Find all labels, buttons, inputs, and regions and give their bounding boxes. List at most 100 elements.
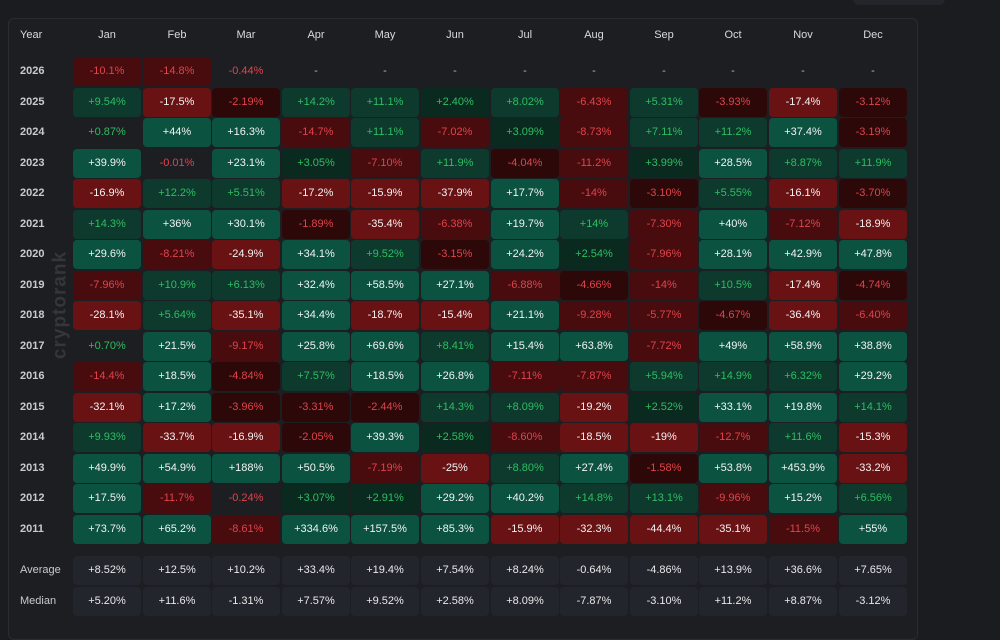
- return-cell[interactable]: +29.2%: [421, 484, 489, 513]
- return-cell[interactable]: +3.07%: [282, 484, 350, 513]
- return-cell[interactable]: -9.28%: [560, 301, 628, 330]
- return-cell[interactable]: -18.5%: [560, 423, 628, 452]
- return-cell[interactable]: -16.9%: [73, 179, 141, 208]
- return-cell[interactable]: +17.2%: [143, 393, 211, 422]
- return-cell[interactable]: +5.94%: [630, 362, 698, 391]
- return-cell[interactable]: +14.3%: [421, 393, 489, 422]
- return-cell[interactable]: +8.09%: [491, 393, 559, 422]
- return-cell[interactable]: +8.02%: [491, 88, 559, 117]
- return-cell[interactable]: +6.56%: [839, 484, 907, 513]
- return-cell[interactable]: -3.96%: [212, 393, 280, 422]
- return-cell[interactable]: +8.41%: [421, 332, 489, 361]
- return-cell[interactable]: -2.05%: [282, 423, 350, 452]
- return-cell[interactable]: -18.7%: [351, 301, 419, 330]
- return-cell[interactable]: -37.9%: [421, 179, 489, 208]
- return-cell[interactable]: -7.19%: [351, 454, 419, 483]
- return-cell[interactable]: +2.52%: [630, 393, 698, 422]
- return-cell[interactable]: -12.7%: [699, 423, 767, 452]
- return-cell[interactable]: -6.40%: [839, 301, 907, 330]
- return-cell[interactable]: -4.66%: [560, 271, 628, 300]
- return-cell[interactable]: -1.89%: [282, 210, 350, 239]
- return-cell[interactable]: +21.5%: [143, 332, 211, 361]
- return-cell[interactable]: +2.54%: [560, 240, 628, 269]
- return-cell[interactable]: +2.91%: [351, 484, 419, 513]
- return-cell[interactable]: +26.8%: [421, 362, 489, 391]
- return-cell[interactable]: -8.60%: [491, 423, 559, 452]
- return-cell[interactable]: -33.2%: [839, 454, 907, 483]
- return-cell[interactable]: +453.9%: [769, 454, 837, 483]
- return-cell[interactable]: +42.9%: [769, 240, 837, 269]
- return-cell[interactable]: -0.24%: [228, 492, 264, 504]
- return-cell[interactable]: +3.99%: [630, 149, 698, 178]
- return-cell[interactable]: +85.3%: [421, 515, 489, 544]
- return-cell[interactable]: -2.44%: [351, 393, 419, 422]
- return-cell[interactable]: -7.87%: [560, 362, 628, 391]
- return-cell[interactable]: +3.09%: [491, 118, 559, 147]
- return-cell[interactable]: +73.7%: [73, 515, 141, 544]
- return-cell[interactable]: -18.9%: [839, 210, 907, 239]
- return-cell[interactable]: +55%: [839, 515, 907, 544]
- return-cell[interactable]: +15.2%: [769, 484, 837, 513]
- return-cell[interactable]: +6.13%: [212, 271, 280, 300]
- return-cell[interactable]: -4.67%: [699, 301, 767, 330]
- return-cell[interactable]: +6.32%: [769, 362, 837, 391]
- return-cell[interactable]: +5.51%: [212, 179, 280, 208]
- return-cell[interactable]: +34.1%: [282, 240, 350, 269]
- return-cell[interactable]: +34.4%: [282, 301, 350, 330]
- return-cell[interactable]: +5.31%: [630, 88, 698, 117]
- return-cell[interactable]: +0.87%: [88, 126, 126, 138]
- return-cell[interactable]: -11.5%: [769, 515, 837, 544]
- return-cell[interactable]: +8.87%: [769, 149, 837, 178]
- return-cell[interactable]: +39.9%: [73, 149, 141, 178]
- return-cell[interactable]: +38.8%: [839, 332, 907, 361]
- return-cell[interactable]: +9.93%: [73, 423, 141, 452]
- return-cell[interactable]: -7.96%: [630, 240, 698, 269]
- return-cell[interactable]: +11.1%: [351, 118, 419, 147]
- return-cell[interactable]: +19.7%: [491, 210, 559, 239]
- return-cell[interactable]: +36%: [143, 210, 211, 239]
- return-cell[interactable]: -7.11%: [491, 362, 559, 391]
- return-cell[interactable]: +11.9%: [421, 149, 489, 178]
- return-cell[interactable]: -32.3%: [560, 515, 628, 544]
- return-cell[interactable]: +63.8%: [560, 332, 628, 361]
- return-cell[interactable]: -17.4%: [769, 88, 837, 117]
- return-cell[interactable]: -15.9%: [351, 179, 419, 208]
- return-cell[interactable]: +25.8%: [282, 332, 350, 361]
- return-cell[interactable]: +29.2%: [839, 362, 907, 391]
- return-cell[interactable]: -: [453, 65, 457, 77]
- return-cell[interactable]: +18.5%: [351, 362, 419, 391]
- return-cell[interactable]: -: [383, 65, 387, 77]
- return-cell[interactable]: +8.80%: [491, 454, 559, 483]
- return-cell[interactable]: +17.5%: [73, 484, 141, 513]
- return-cell[interactable]: -8.61%: [212, 515, 280, 544]
- return-cell[interactable]: -35.1%: [212, 301, 280, 330]
- return-cell[interactable]: +50.5%: [282, 454, 350, 483]
- return-cell[interactable]: +11.9%: [839, 149, 907, 178]
- return-cell[interactable]: -7.30%: [630, 210, 698, 239]
- return-cell[interactable]: +28.1%: [699, 240, 767, 269]
- return-cell[interactable]: +40.2%: [491, 484, 559, 513]
- return-cell[interactable]: -14.7%: [282, 118, 350, 147]
- return-cell[interactable]: +53.8%: [699, 454, 767, 483]
- return-cell[interactable]: +14.9%: [699, 362, 767, 391]
- return-cell[interactable]: +32.4%: [282, 271, 350, 300]
- return-cell[interactable]: -5.77%: [630, 301, 698, 330]
- return-cell[interactable]: -14%: [560, 179, 628, 208]
- return-cell[interactable]: -3.19%: [839, 118, 907, 147]
- return-cell[interactable]: +37.4%: [769, 118, 837, 147]
- return-cell[interactable]: +58.9%: [769, 332, 837, 361]
- return-cell[interactable]: +54.9%: [143, 454, 211, 483]
- return-cell[interactable]: -19.2%: [560, 393, 628, 422]
- return-cell[interactable]: +14.2%: [282, 88, 350, 117]
- return-cell[interactable]: -2.19%: [212, 88, 280, 117]
- return-cell[interactable]: +5.55%: [699, 179, 767, 208]
- return-cell[interactable]: +11.1%: [351, 88, 419, 117]
- return-cell[interactable]: +69.6%: [351, 332, 419, 361]
- return-cell[interactable]: +12.2%: [143, 179, 211, 208]
- return-cell[interactable]: +11.6%: [769, 423, 837, 452]
- return-cell[interactable]: +188%: [212, 454, 280, 483]
- return-cell[interactable]: +17.7%: [491, 179, 559, 208]
- return-cell[interactable]: -7.12%: [769, 210, 837, 239]
- return-cell[interactable]: +21.1%: [491, 301, 559, 330]
- return-cell[interactable]: -24.9%: [212, 240, 280, 269]
